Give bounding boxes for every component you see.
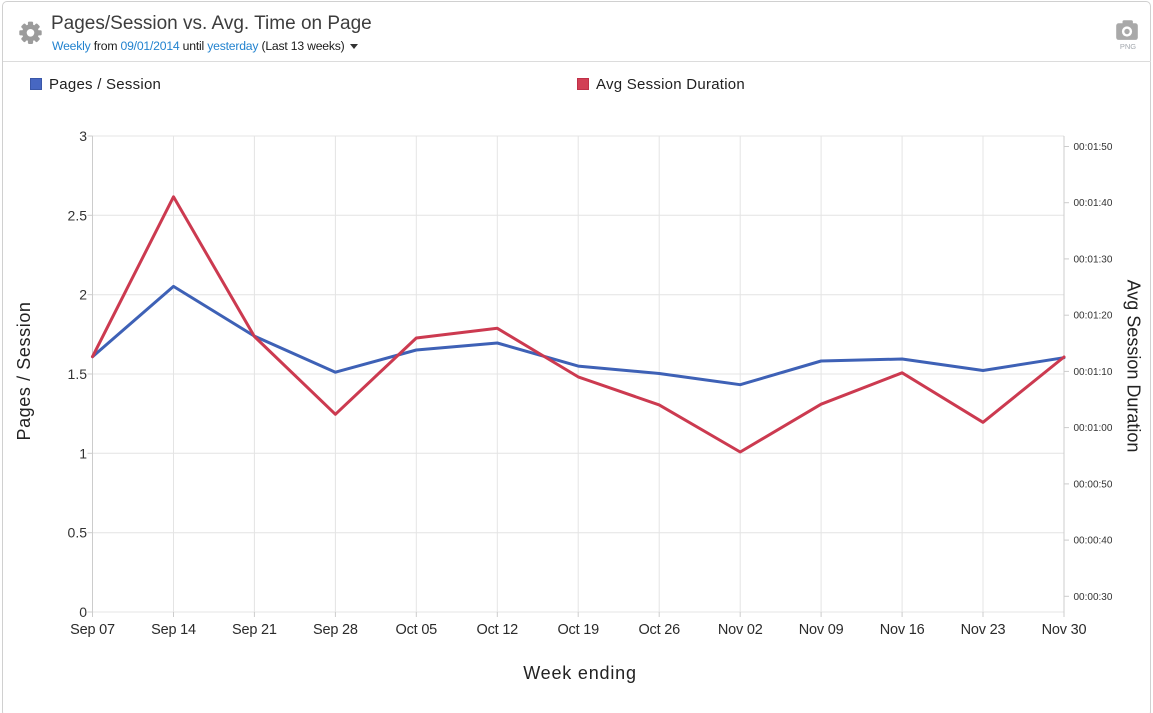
svg-text:Sep 14: Sep 14: [151, 622, 196, 638]
svg-text:00:01:10: 00:01:10: [1074, 367, 1113, 378]
svg-text:Sep 21: Sep 21: [232, 622, 277, 638]
svg-text:Sep 07: Sep 07: [70, 622, 115, 638]
svg-text:00:01:00: 00:01:00: [1074, 423, 1113, 434]
svg-text:00:01:30: 00:01:30: [1074, 254, 1113, 265]
svg-text:0.5: 0.5: [68, 525, 88, 541]
svg-text:00:01:40: 00:01:40: [1074, 198, 1113, 209]
svg-text:Nov 23: Nov 23: [961, 622, 1006, 638]
svg-text:00:01:20: 00:01:20: [1074, 311, 1113, 322]
svg-text:2: 2: [79, 287, 87, 303]
svg-text:2.5: 2.5: [68, 207, 88, 223]
svg-text:Oct 19: Oct 19: [557, 622, 599, 638]
svg-text:Nov 09: Nov 09: [799, 622, 844, 638]
svg-text:00:00:30: 00:00:30: [1074, 592, 1113, 603]
svg-text:1: 1: [79, 445, 87, 461]
svg-text:Avg Session Duration: Avg Session Duration: [1124, 280, 1144, 453]
svg-text:00:00:50: 00:00:50: [1074, 479, 1113, 490]
svg-text:00:01:50: 00:01:50: [1074, 142, 1113, 153]
svg-text:Nov 16: Nov 16: [880, 622, 925, 638]
svg-text:3: 3: [79, 128, 87, 144]
svg-text:0: 0: [79, 604, 87, 620]
svg-text:Oct 12: Oct 12: [477, 622, 519, 638]
svg-text:00:00:40: 00:00:40: [1074, 536, 1113, 547]
svg-text:Nov 30: Nov 30: [1042, 622, 1087, 638]
svg-text:Week ending: Week ending: [523, 663, 637, 683]
svg-text:Sep 28: Sep 28: [313, 622, 358, 638]
svg-text:Pages / Session: Pages / Session: [14, 301, 34, 440]
svg-text:Nov 02: Nov 02: [718, 622, 763, 638]
svg-text:Oct 05: Oct 05: [396, 622, 438, 638]
svg-text:Oct 26: Oct 26: [638, 622, 680, 638]
svg-text:1.5: 1.5: [68, 366, 88, 382]
